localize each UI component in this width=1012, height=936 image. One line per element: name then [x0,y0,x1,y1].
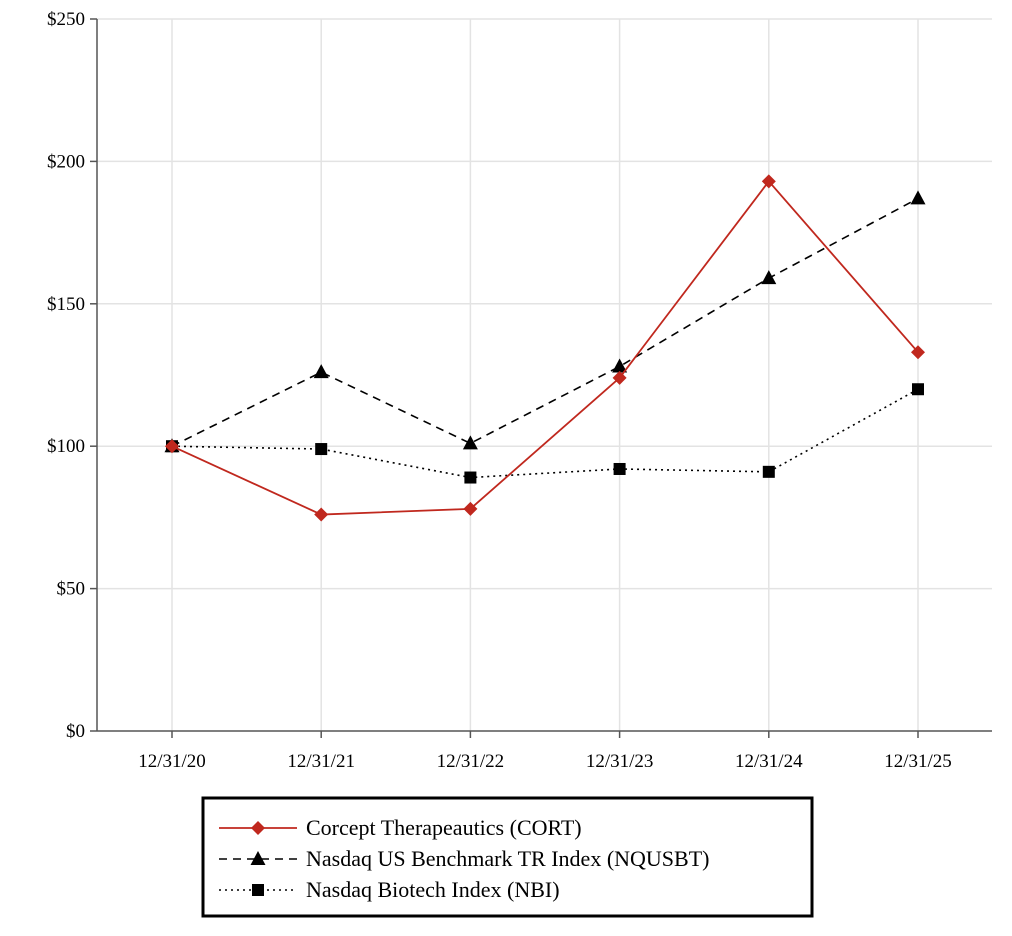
legend-items: Corcept Therapeautics (CORT) Nasdaq US Be… [219,815,709,902]
legend-marker-triangle [250,851,266,865]
series-layer [164,174,926,522]
data-point-diamond [165,439,179,454]
data-point-triangle [910,190,926,205]
series-line [171,197,919,447]
legend-label: Nasdaq US Benchmark TR Index (NQUSBT) [306,846,709,871]
data-point-triangle [313,364,329,379]
grid-layer [90,18,992,738]
data-point-square [315,443,328,456]
legend-item: Nasdaq Biotech Index (NBI) [219,877,560,902]
data-point-triangle [612,358,628,373]
series-diamond [165,174,925,522]
y-tick-label: $200 [47,151,85,172]
x-tick-label: 12/31/21 [287,751,355,772]
legend-item: Nasdaq US Benchmark TR Index (NQUSBT) [219,846,709,871]
x-tick-label: 12/31/20 [138,751,206,772]
legend-label: Corcept Therapeautics (CORT) [306,815,582,840]
y-tick-label: $50 [57,579,86,600]
data-point-square [464,471,477,484]
legend-label: Nasdaq Biotech Index (NBI) [306,877,560,902]
data-point-square [912,383,924,396]
x-tick-label: 12/31/24 [735,751,803,772]
data-point-diamond [612,370,627,385]
x-tick-label: 12/31/25 [884,751,952,772]
series-line [171,388,919,479]
series-line [171,179,919,516]
data-point-diamond [911,345,925,360]
series-square [166,383,924,484]
data-point-triangle [462,435,478,450]
y-tick-label: $100 [47,436,85,457]
data-point-diamond [314,507,329,522]
axis-layer [96,19,992,732]
y-tick-label: $150 [47,294,85,315]
legend: Corcept Therapeautics (CORT) Nasdaq US Be… [201,796,814,918]
data-point-square [613,462,626,475]
x-tick-label: 12/31/23 [586,751,654,772]
legend-item: Corcept Therapeautics (CORT) [219,815,582,840]
data-point-square [762,465,775,478]
legend-marker-square [252,884,264,896]
x-tick-labels: 12/31/20 12/31/21 12/31/22 12/31/23 12/31/24… [138,751,952,772]
legend-box [201,796,814,918]
data-point-triangle [761,270,777,285]
x-tick-label: 12/31/22 [437,751,505,772]
data-point-diamond [761,174,776,189]
y-tick-label: $0 [66,721,85,742]
legend-marker-diamond [251,821,265,835]
y-tick-label: $250 [47,9,85,30]
data-point-diamond [463,501,478,516]
y-tick-labels: $0 $50 $100 $150 $200 $250 [47,9,85,742]
